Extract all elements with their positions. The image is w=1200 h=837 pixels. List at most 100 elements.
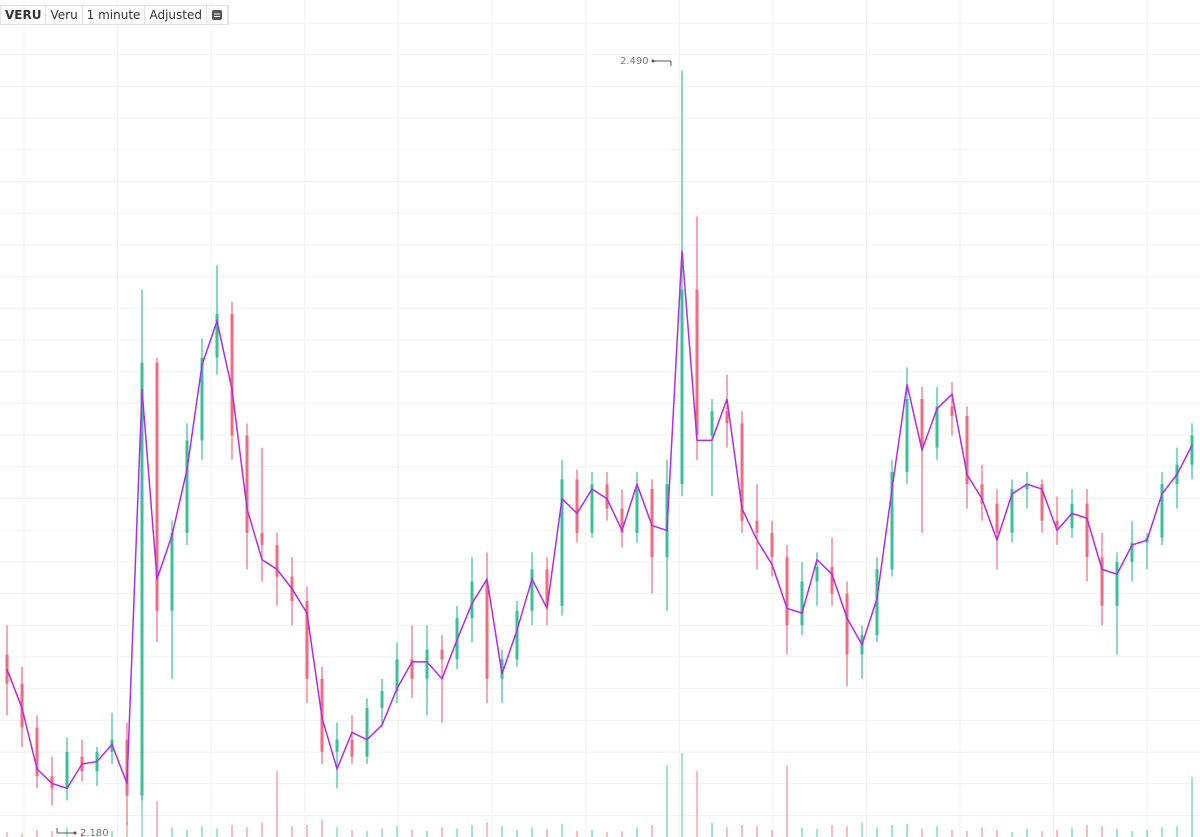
volume-bar: [1071, 827, 1073, 837]
candle-body: [905, 399, 909, 473]
candle-body: [230, 313, 234, 436]
volume-bar: [906, 823, 908, 837]
candle-body: [245, 435, 249, 533]
candle-body: [140, 362, 144, 796]
candle-body: [725, 411, 729, 424]
candle-body: [500, 659, 504, 679]
candle-body: [575, 479, 579, 533]
volume-bar: [156, 801, 158, 837]
settings-icon[interactable]: [207, 6, 228, 24]
volume-bar: [1086, 825, 1088, 837]
candle-body: [50, 776, 54, 789]
volume-bar: [846, 826, 848, 837]
candle-body: [530, 569, 534, 611]
candle-body: [650, 489, 654, 558]
volume-bar: [501, 826, 503, 837]
candle-body: [515, 610, 519, 660]
candle-body: [1115, 562, 1119, 606]
candle-body: [800, 581, 804, 626]
candle-body: [875, 569, 879, 636]
volume-bar: [306, 825, 308, 837]
volume-bar: [606, 832, 608, 837]
candle-body: [995, 503, 999, 533]
volume-bar: [771, 829, 773, 837]
volume-bar: [561, 823, 563, 837]
volume-bar: [591, 829, 593, 837]
candle-body: [605, 484, 609, 509]
volume-bar: [21, 833, 23, 837]
annotation-dot: [651, 59, 655, 63]
candle-body: [890, 472, 894, 570]
candle-body: [1010, 489, 1014, 533]
volume-bar: [486, 822, 488, 837]
candle-body: [755, 520, 759, 533]
candle-body: [815, 566, 819, 582]
candle-body: [695, 289, 699, 436]
volume-bar: [111, 831, 113, 837]
volume-bar: [831, 825, 833, 837]
volume-bar: [1101, 826, 1103, 837]
moving-average: [6, 250, 1193, 790]
volume-bar: [1191, 777, 1193, 837]
candle-body: [1130, 542, 1134, 563]
interval[interactable]: 1 minute: [83, 6, 146, 24]
volume-bar: [696, 771, 698, 837]
candle-body: [35, 727, 39, 777]
volume-bar: [471, 825, 473, 837]
volume-bar: [801, 827, 803, 837]
volume-bar: [426, 831, 428, 837]
volume-bar: [291, 826, 293, 837]
volume-bar: [141, 765, 143, 837]
volume-bar: [96, 833, 98, 837]
volume-bar: [1011, 832, 1013, 837]
volume-bar: [1056, 829, 1058, 837]
volume-bar: [1026, 828, 1028, 837]
volume-bar: [51, 831, 53, 837]
adjustment[interactable]: Adjusted: [145, 6, 207, 24]
candle-body: [365, 708, 369, 757]
volume-bar: [201, 826, 203, 837]
candle-body: [590, 484, 594, 533]
volume-bar: [1176, 826, 1178, 837]
candle-body: [1100, 557, 1104, 606]
candle-body: [185, 440, 189, 533]
candle-body: [965, 416, 969, 485]
volume-bar: [786, 765, 788, 837]
candle-body: [785, 557, 789, 626]
candle-body: [410, 659, 414, 679]
volume-bar: [516, 829, 518, 837]
volume-bar: [621, 831, 623, 837]
toolbar: VERU Veru 1 minute Adjusted: [0, 5, 229, 25]
volume-bar: [1161, 827, 1163, 837]
candle-body: [635, 489, 639, 533]
volume-bar: [546, 828, 548, 837]
candle-body: [350, 739, 354, 757]
candle-layer: [5, 70, 1194, 825]
volume-bar: [681, 753, 683, 837]
volume-bar: [936, 826, 938, 837]
candle-body: [260, 532, 264, 546]
volume-bar: [381, 828, 383, 837]
volume-bar: [816, 828, 818, 837]
candle-body: [620, 508, 624, 533]
volume-bar: [966, 831, 968, 837]
symbol[interactable]: VERU: [1, 6, 47, 24]
volume-bar: [666, 765, 668, 837]
volume-bar: [396, 826, 398, 837]
candle-body: [335, 739, 339, 752]
volume-bar: [951, 829, 953, 837]
volume-bar: [861, 822, 863, 837]
candle-body: [845, 593, 849, 655]
candle-body: [380, 691, 384, 709]
candle-body: [200, 357, 204, 441]
volume-bar: [216, 828, 218, 837]
candle-body: [215, 313, 219, 358]
volume-bar: [741, 825, 743, 837]
candle-body: [170, 532, 174, 611]
volume-bar: [711, 822, 713, 837]
volume-bar: [1116, 828, 1118, 837]
candle-body: [1070, 503, 1074, 528]
volume-bar: [246, 827, 248, 837]
candle-body: [395, 659, 399, 692]
